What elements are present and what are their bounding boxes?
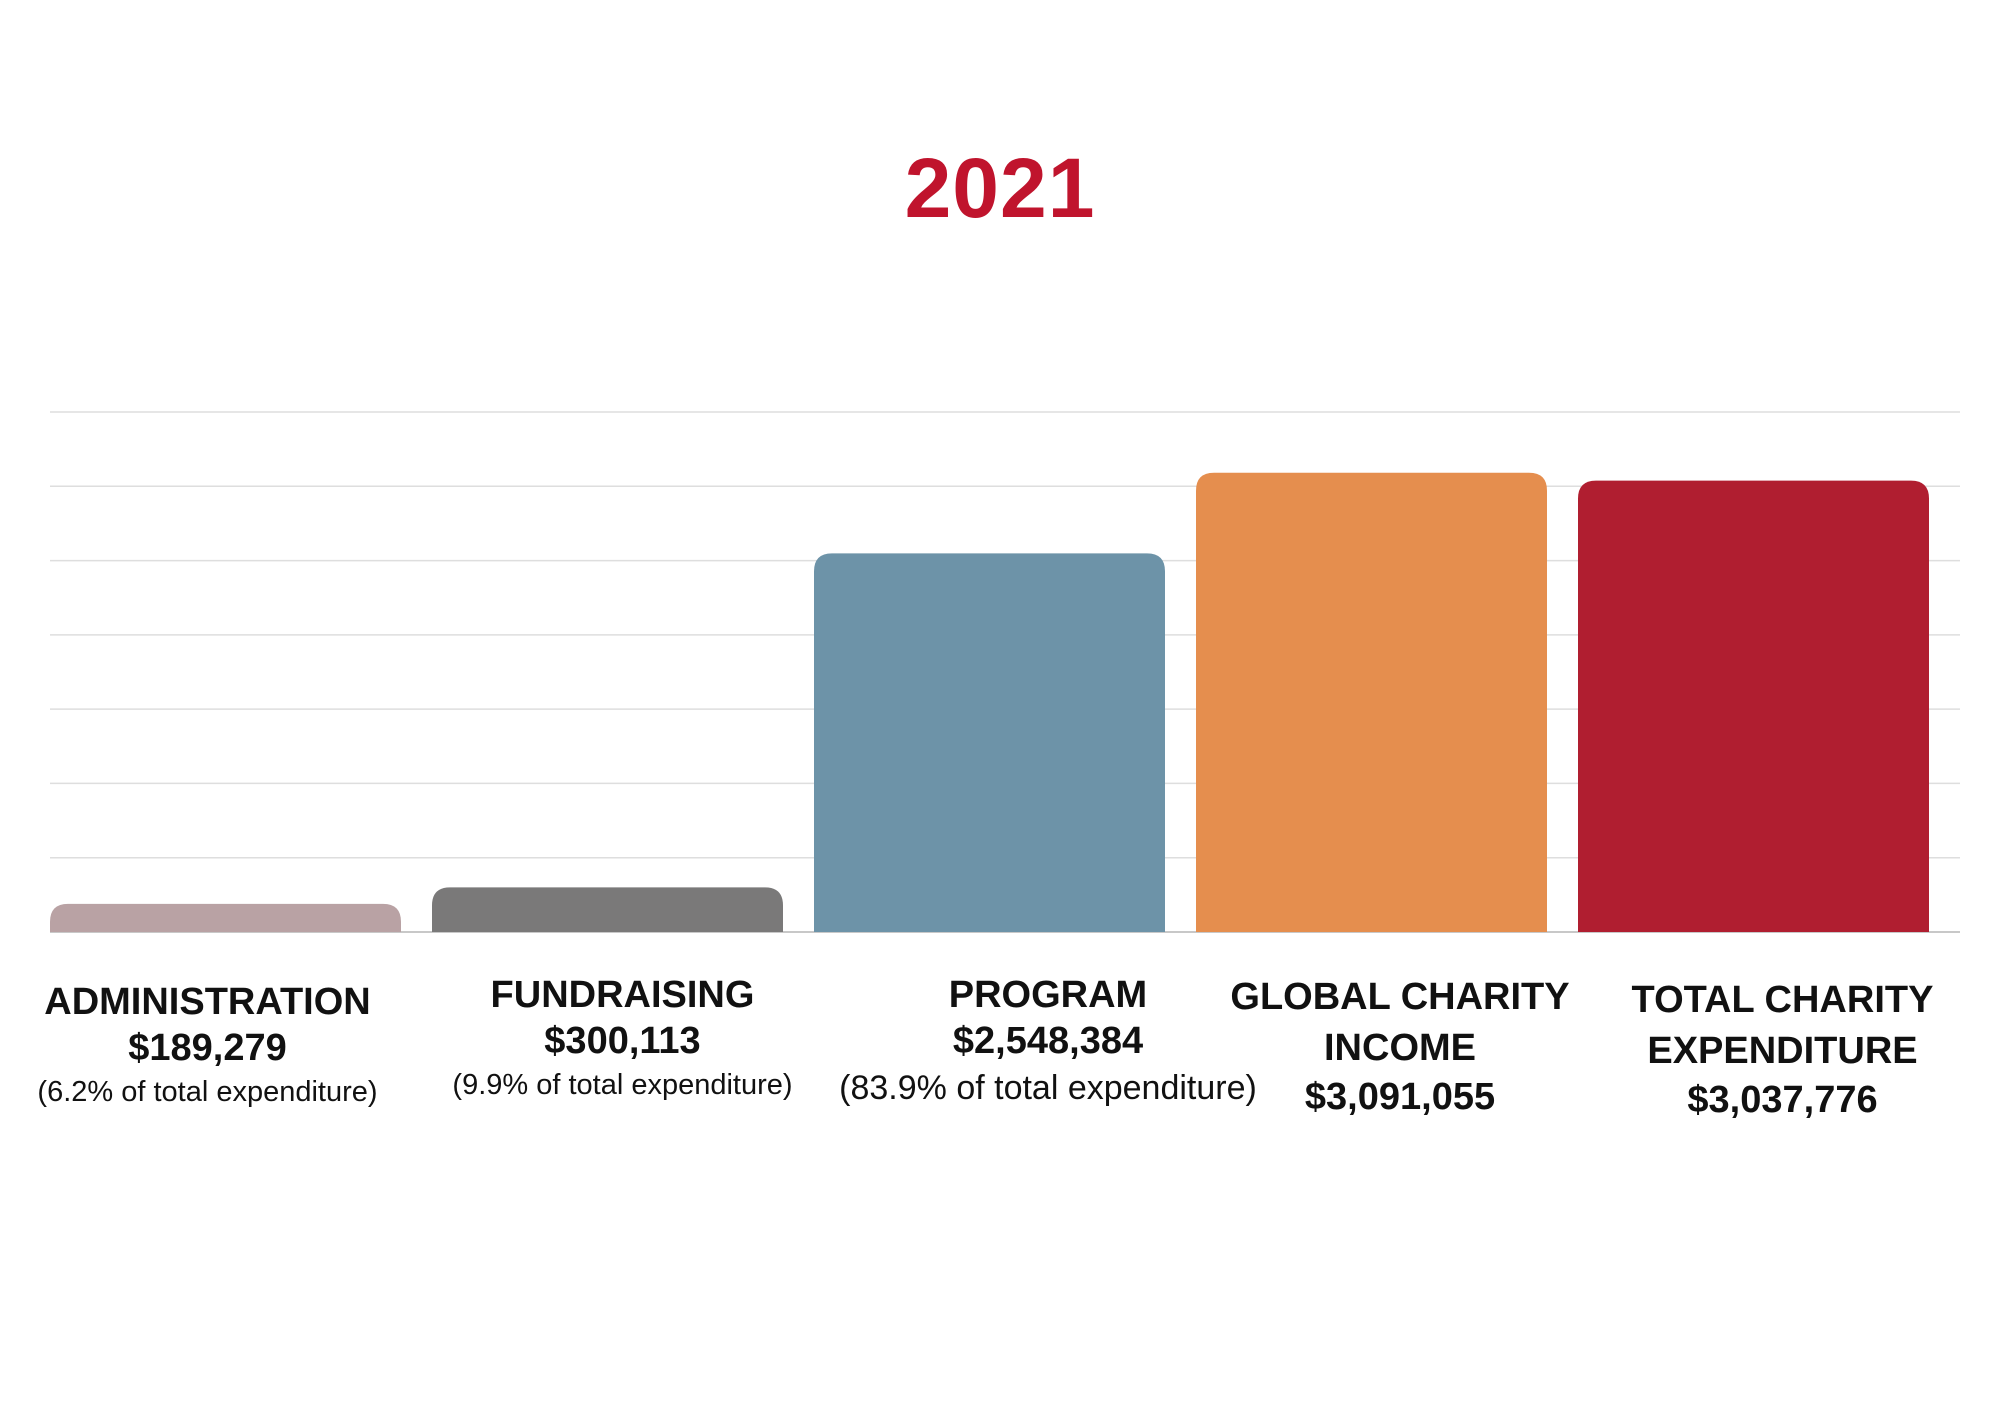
category-value: $300,113	[544, 1019, 701, 1062]
category-label-administration: ADMINISTRATION $189,279 (6.2% of total e…	[30, 980, 385, 1110]
category-note: (6.2% of total expenditure)	[37, 1076, 378, 1109]
category-note: (83.9% of total expenditure)	[839, 1069, 1257, 1108]
category-label-fundraising: FUNDRAISING $300,113 (9.9% of total expe…	[430, 973, 815, 1103]
category-label-program: PROGRAM $2,548,384 (83.9% of total expen…	[828, 973, 1268, 1109]
bar-fundraising	[432, 887, 783, 932]
category-name: FUNDRAISING	[490, 974, 755, 1016]
bar-program	[814, 553, 1165, 932]
category-name: PROGRAM	[948, 974, 1148, 1016]
chart-title: 2021	[904, 141, 1096, 235]
bar-administration	[50, 903, 401, 932]
category-value: $2,548,384	[952, 1019, 1144, 1062]
category-label-global-charity-income: GLOBAL CHARITY INCOME $3,091,055	[1230, 972, 1570, 1120]
category-value: $3,091,055	[1304, 1075, 1496, 1118]
category-value: $3,037,776	[1687, 1078, 1878, 1121]
category-name: GLOBAL CHARITY INCOME	[1230, 976, 1570, 1070]
category-label-total-charity-expenditure: TOTAL CHARITY EXPENDITURE $3,037,776	[1610, 975, 1955, 1123]
category-name: ADMINISTRATION	[44, 981, 371, 1023]
category-value: $189,279	[128, 1026, 287, 1069]
category-note: (9.9% of total expenditure)	[452, 1069, 793, 1102]
category-name: TOTAL CHARITY EXPENDITURE	[1631, 979, 1934, 1073]
bar-total-charity-expenditure	[1578, 480, 1929, 932]
bar-global-charity-income	[1196, 472, 1547, 932]
